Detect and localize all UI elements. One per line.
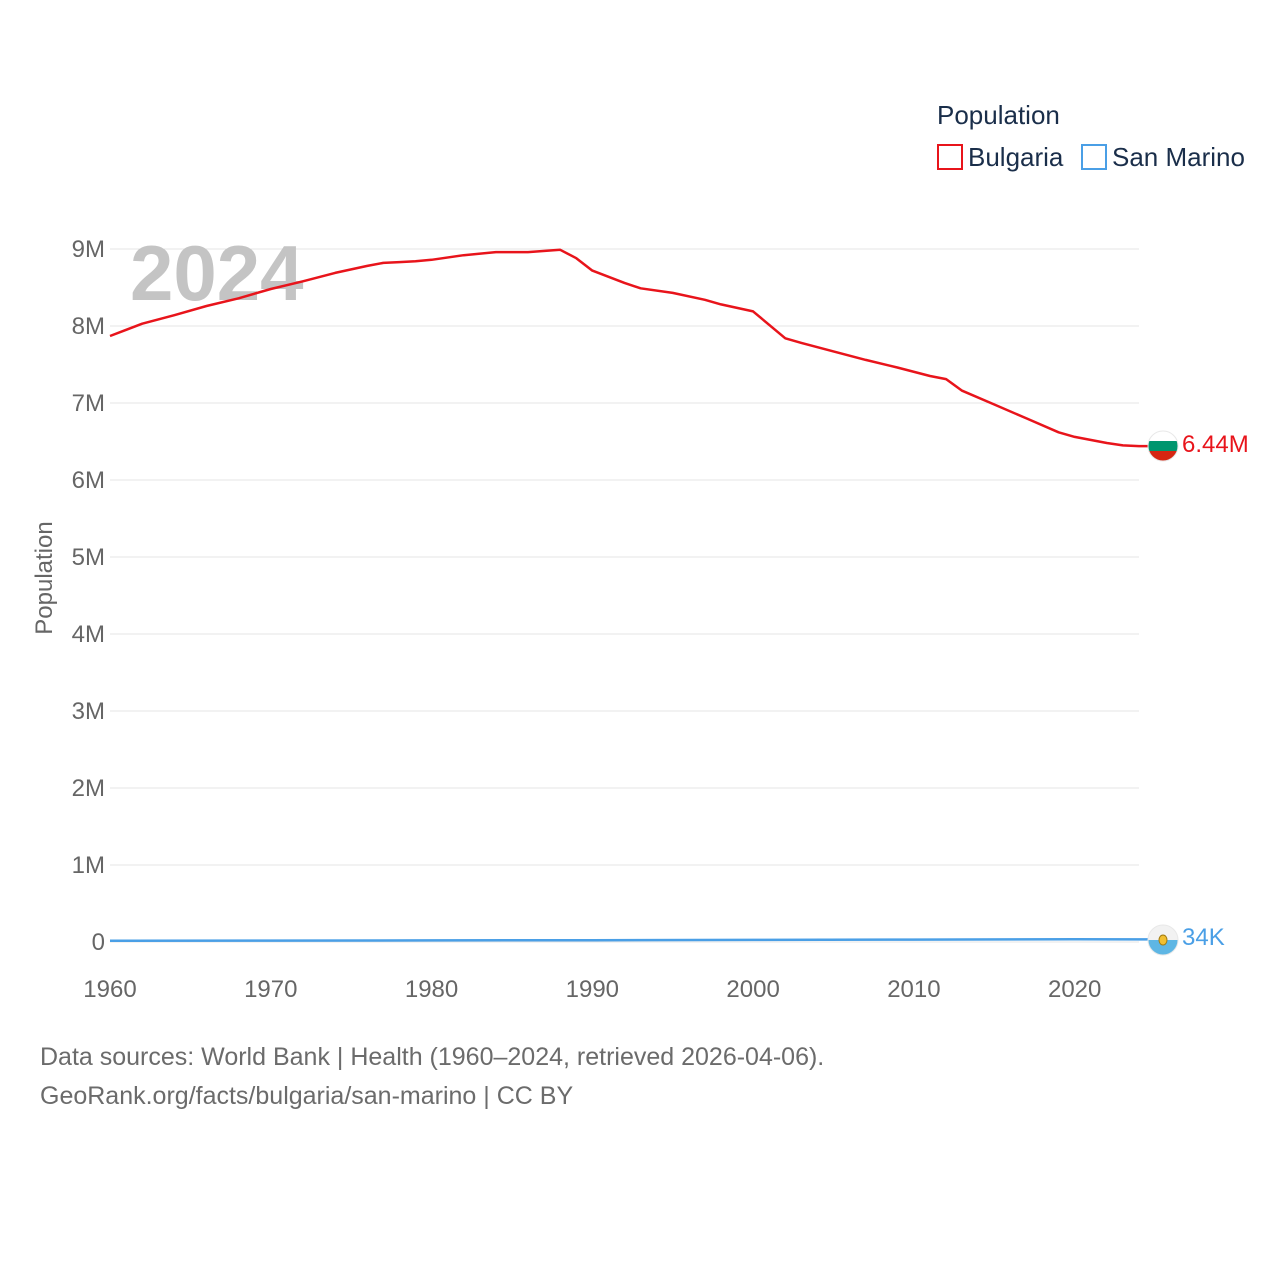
series-line-bulgaria[interactable] <box>109 248 1149 448</box>
x-axis: 1960 1970 1980 1990 2000 2010 2020 <box>83 976 1101 1003</box>
y-tick-label: 2M <box>72 775 105 802</box>
y-tick-label: 5M <box>72 544 105 571</box>
x-tick-label: 2000 <box>726 976 779 1003</box>
x-tick-label: 1980 <box>405 976 458 1003</box>
legend-label-bulgaria: Bulgaria <box>968 142 1064 172</box>
series-layer <box>109 248 1149 943</box>
san-marino-end-label: 34K <box>1182 924 1225 951</box>
y-tick-label: 6M <box>72 467 105 494</box>
y-tick-label: 9M <box>72 236 105 263</box>
y-tick-label: 1M <box>72 852 105 879</box>
bulgaria-end-label: 6.44M <box>1182 431 1249 458</box>
legend: Population Bulgaria San Marino <box>937 100 1245 172</box>
x-tick-label: 1960 <box>83 976 136 1003</box>
san-marino-flag-icon <box>1147 924 1179 956</box>
x-tick-label: 1970 <box>244 976 297 1003</box>
legend-label-san-marino: San Marino <box>1112 142 1245 172</box>
y-tick-label: 7M <box>72 390 105 417</box>
gridlines <box>110 248 1139 943</box>
y-axis: 0 1M 2M 3M 4M 5M 6M 7M 8M 9M <box>72 236 105 956</box>
series-line-san-marino[interactable] <box>109 938 1149 943</box>
legend-item-bulgaria[interactable]: Bulgaria <box>937 142 1064 172</box>
data-sources-note: Data sources: World Bank | Health (1960–… <box>40 1043 825 1071</box>
x-tick-label: 2020 <box>1048 976 1101 1003</box>
legend-swatch-san-marino <box>1081 144 1107 170</box>
y-tick-label: 4M <box>72 621 105 648</box>
line-chart: 0 1M 2M 3M 4M 5M 6M 7M 8M 9M 1960 1970 1980 1990 2000… <box>31 100 1249 1003</box>
legend-item-san-marino[interactable]: San Marino <box>1081 142 1245 172</box>
legend-swatch-bulgaria <box>937 144 963 170</box>
y-axis-title: Population <box>31 521 58 634</box>
legend-title: Population <box>937 100 1060 130</box>
y-tick-label: 8M <box>72 313 105 340</box>
y-tick-label: 0 <box>92 929 105 956</box>
x-tick-label: 2010 <box>887 976 940 1003</box>
source-link[interactable]: GeoRank.org/facts/bulgaria/san-marino | … <box>40 1082 574 1110</box>
y-tick-label: 3M <box>72 698 105 725</box>
bulgaria-flag-icon <box>1147 430 1179 462</box>
x-tick-label: 1990 <box>566 976 619 1003</box>
